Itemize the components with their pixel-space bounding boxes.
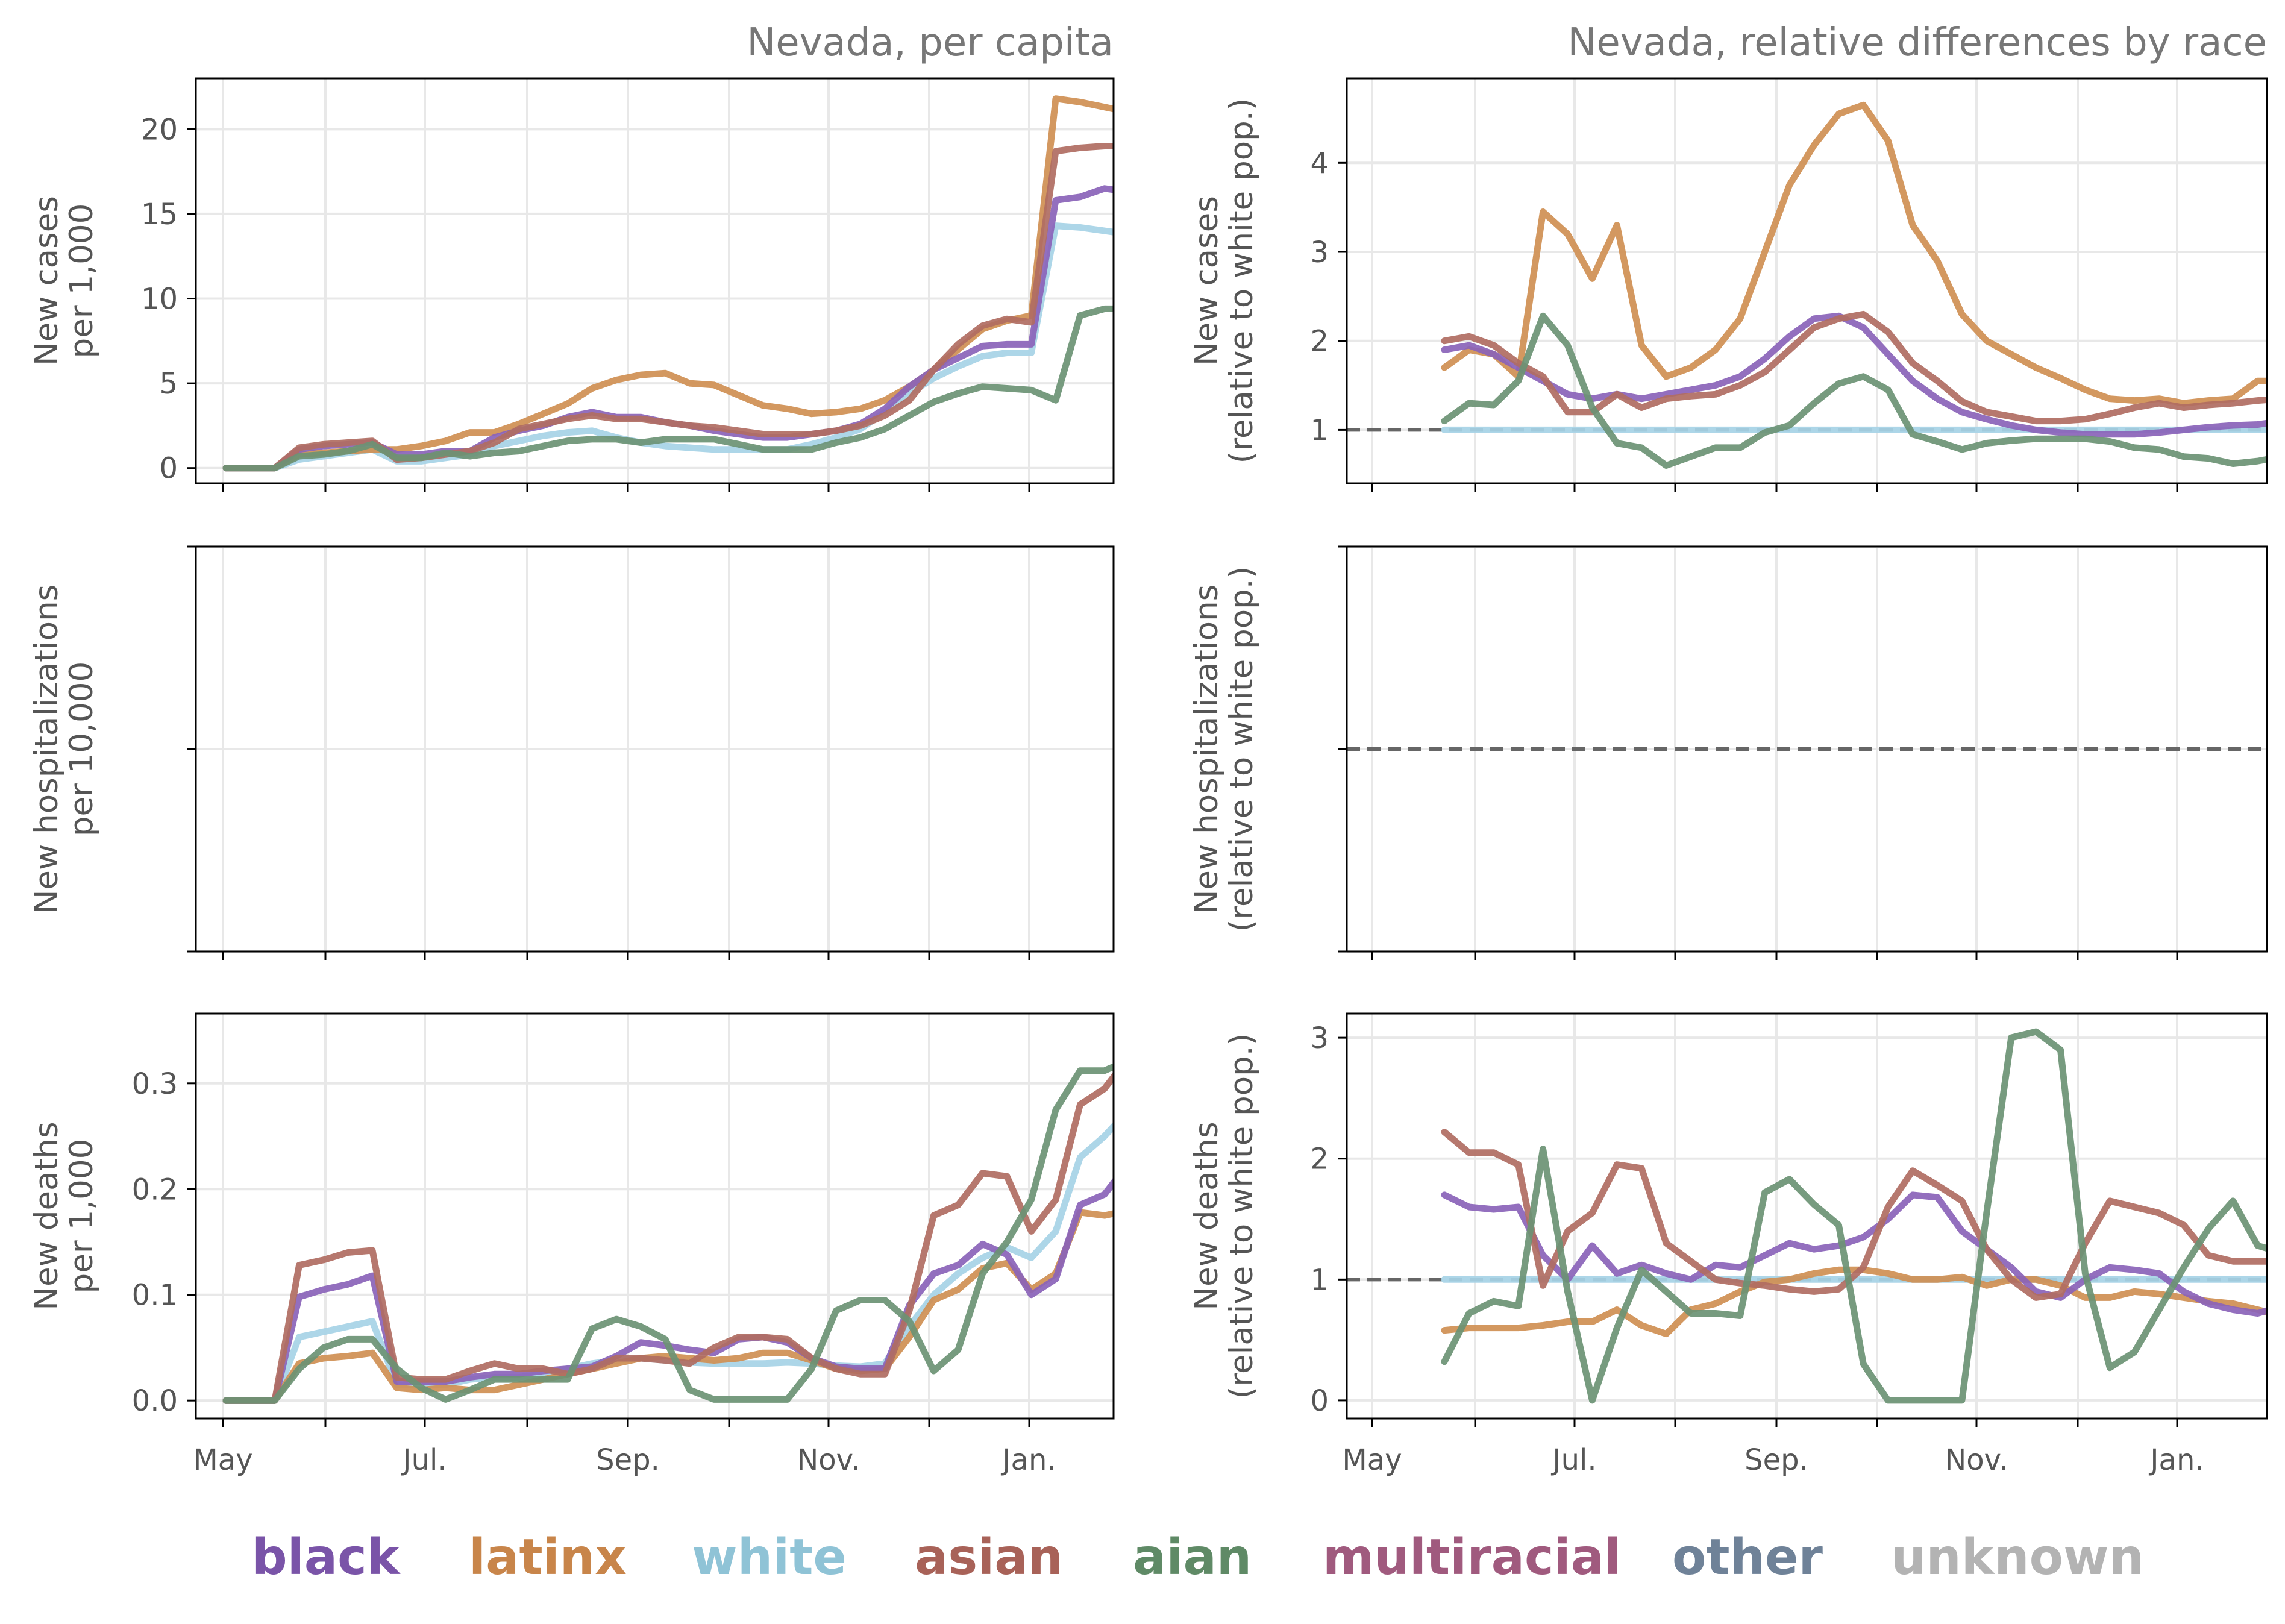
x-tick-label: Sep. [1744,1443,1808,1477]
y-axis-label: New deaths(relative to white pop.) [1188,1033,1260,1399]
right-column-title: Nevada, relative differences by race [1567,20,2267,65]
x-tick-label: Jan. [1000,1443,1056,1477]
y-axis-label: New casesper 1,000 [28,196,100,366]
legend-entry-aian: aian [1133,1529,1252,1586]
y-tick-label: 1 [1310,413,1329,447]
y-tick-label: 2 [1310,325,1329,359]
legend-entry-unknown: unknown [1891,1529,2144,1586]
series-line-latinx [222,95,1114,472]
x-tick-label: Jan. [2148,1443,2204,1477]
legend-entry-multiracial: multiracial [1323,1529,1621,1586]
y-tick-label: 0.1 [132,1279,178,1312]
panel-cases-relative: 1 2 3 4 New cases(relative to white pop.) [1188,77,2268,492]
y-tick-label: 0.3 [132,1067,178,1101]
y-tick-label: 20 [141,113,178,146]
y-tick-label: 2 [1310,1143,1329,1176]
y-axis-label: New cases(relative to white pop.) [1188,98,1260,464]
x-tick-label: Nov. [1945,1443,2008,1477]
legend: black latinx white asian aian multiracia… [251,1528,2145,1587]
x-tick-label: Jul. [401,1443,447,1477]
panel-frame [195,77,1115,484]
series-line-aian [1441,312,2267,469]
y-tick-label: 15 [141,198,178,231]
y-tick-label: 0 [1310,1384,1329,1418]
legend-entry-other: other [1672,1529,1823,1586]
left-column-title: Nevada, per capita [747,20,1114,65]
panel-deaths-per-capita: May Jul. Sep. Nov. Jan. 0.0 0.1 0.2 0.3 New death… [28,1012,1115,1477]
y-tick-label: 0.0 [132,1384,178,1418]
panel-cases-per-capita: 0 5 10 15 20 New casesper 1,000 [28,77,1115,492]
y-tick-label: 10 [141,283,178,316]
y-tick-label: 1 [1310,1263,1329,1297]
panel-frame [1346,77,2268,484]
panel-hospitalizations-relative: New hospitalizations(relative to white p… [1188,545,2268,960]
panel-frame [195,1012,1115,1420]
y-axis-label: New hospitalizations(relative to white p… [1188,566,1260,932]
panel-hospitalizations-per-capita: New hospitalizationsper 10,000 [28,545,1115,960]
legend-entry-latinx: latinx [469,1529,627,1586]
panel-frame [1346,1012,2268,1420]
y-tick-label: 4 [1310,146,1329,180]
series-line-latinx [1441,1266,2267,1338]
y-axis-label: New deathsper 1,000 [28,1121,100,1310]
series-line-asian [1441,1129,2267,1301]
panel-deaths-relative: May Jul. Sep. Nov. Jan. 0 1 2 3 New deaths(relati… [1188,1012,2268,1477]
series-line-aian [222,305,1114,472]
series-line-latinx [1441,101,2267,407]
y-tick-label: 0.2 [132,1173,178,1206]
y-tick-label: 3 [1310,1021,1329,1055]
y-tick-label: 3 [1310,236,1329,269]
y-axis-label: New hospitalizationsper 10,000 [28,585,100,914]
legend-entry-black: black [252,1529,401,1586]
x-tick-label: May [193,1443,252,1477]
y-tick-label: 5 [159,367,178,401]
x-tick-label: Sep. [596,1443,660,1477]
series-line-aian [222,1063,1114,1404]
series-line-aian [1441,1028,2267,1404]
x-tick-label: Nov. [797,1443,860,1477]
legend-entry-white: white [692,1529,847,1586]
x-tick-label: May [1342,1443,1402,1477]
series-line-black [222,1177,1114,1404]
y-tick-label: 0 [159,452,178,486]
series-line-black [1441,1191,2267,1317]
x-tick-label: Jul. [1550,1443,1596,1477]
legend-entry-asian: asian [915,1529,1063,1586]
series-line-asian [222,143,1114,472]
